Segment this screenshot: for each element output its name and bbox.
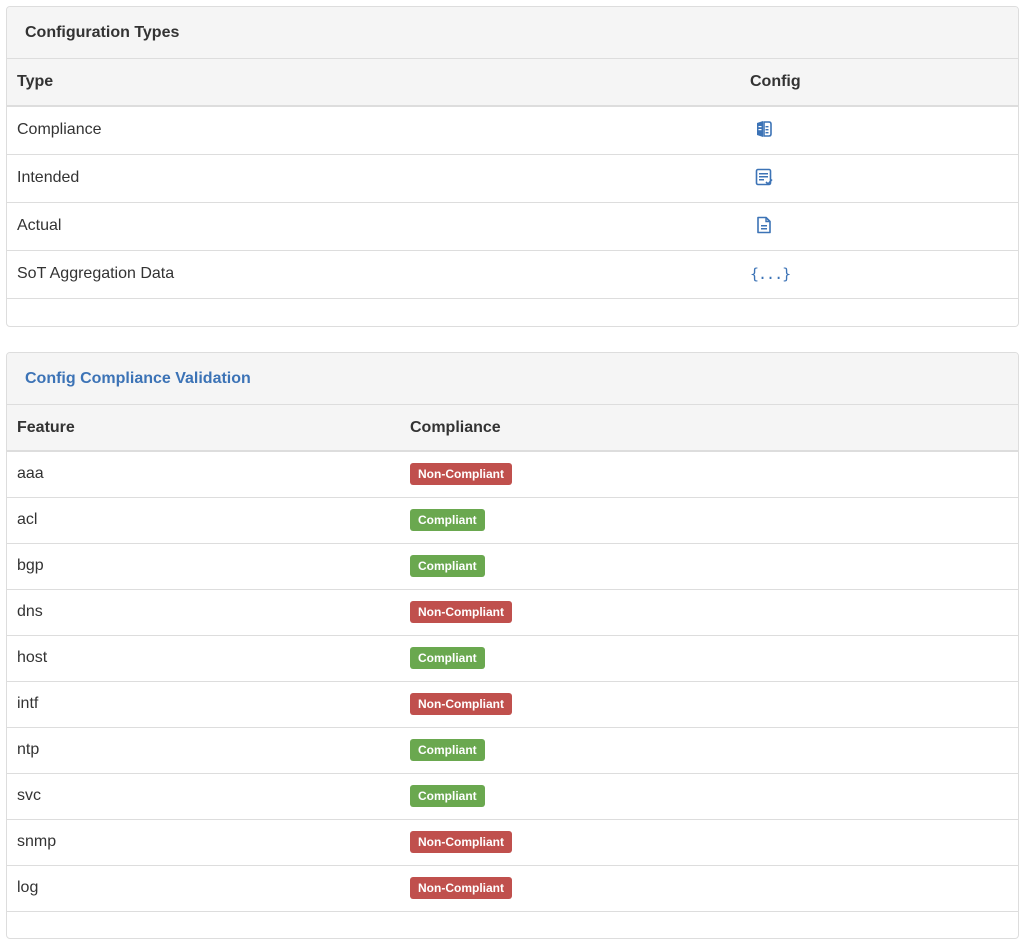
column-header-compliance: Compliance bbox=[400, 405, 1018, 452]
table-row: ntp Compliant bbox=[7, 726, 1018, 773]
feature-cell: log bbox=[7, 864, 400, 911]
compliance-status-badge: Non-Compliant bbox=[410, 463, 512, 486]
feature-cell: aaa bbox=[17, 465, 44, 483]
compliance-cell: Non-Compliant bbox=[400, 588, 1018, 635]
table-row: svc Compliant bbox=[7, 772, 1018, 819]
compliance-cell: Non-Compliant bbox=[400, 680, 1018, 727]
config-cell bbox=[740, 106, 1018, 154]
compliance-cell: Non-Compliant bbox=[400, 818, 1018, 865]
feature-cell: ntp bbox=[7, 726, 400, 773]
configuration-types-title: Configuration Types bbox=[7, 7, 1018, 59]
json-braces-icon[interactable]: {...} bbox=[750, 262, 791, 286]
config-cell bbox=[740, 201, 1018, 250]
compliance-status-badge: Non-Compliant bbox=[410, 831, 512, 853]
type-cell: SoT Aggregation Data bbox=[7, 249, 740, 298]
compliance-cell: Compliant bbox=[400, 542, 1018, 589]
feature-cell: bgp bbox=[7, 542, 400, 589]
table-header-row: Feature Compliance bbox=[7, 405, 1018, 452]
feature-cell: dns bbox=[7, 588, 400, 635]
configuration-types-panel: Configuration Types Type Config Complian… bbox=[6, 6, 1019, 327]
config-compliance-panel: Config Compliance Validation Feature Com… bbox=[6, 352, 1019, 939]
feature-cell: snmp bbox=[7, 818, 400, 865]
compliance-status-badge: Non-Compliant bbox=[410, 877, 512, 899]
compliance-status-badge: Compliant bbox=[410, 785, 485, 807]
compliance-cell: Compliant bbox=[400, 496, 1018, 543]
type-cell: Compliance bbox=[17, 121, 102, 139]
compliance-cell: Compliant bbox=[400, 634, 1018, 681]
column-header-feature: Feature bbox=[7, 405, 400, 452]
table-row: Compliance bbox=[7, 106, 1018, 154]
configuration-types-table: Type Config Compliance bbox=[7, 59, 1018, 299]
table-row: Intended bbox=[7, 153, 1018, 202]
compliance-status-badge: Compliant bbox=[410, 739, 485, 761]
table-row: log Non-Compliant bbox=[7, 864, 1018, 911]
feature-cell: acl bbox=[7, 496, 400, 543]
type-cell: Actual bbox=[7, 201, 740, 250]
table-header-row: Type Config bbox=[7, 59, 1018, 107]
column-header-type: Type bbox=[7, 59, 740, 107]
compliance-status-badge: Non-Compliant bbox=[410, 601, 512, 623]
compliance-cell: Non-Compliant bbox=[400, 864, 1018, 911]
intended-checklist-icon[interactable] bbox=[752, 165, 776, 189]
feature-cell: svc bbox=[7, 772, 400, 819]
compliance-status-badge: Compliant bbox=[410, 509, 485, 531]
compliance-cell: Non-Compliant bbox=[400, 451, 1018, 497]
table-row: SoT Aggregation Data {...} bbox=[7, 249, 1018, 298]
table-row: Actual bbox=[7, 201, 1018, 250]
feature-cell: intf bbox=[7, 680, 400, 727]
config-compliance-title-link[interactable]: Config Compliance Validation bbox=[7, 353, 1018, 405]
compliance-book-icon[interactable] bbox=[752, 117, 776, 141]
table-row: acl Compliant bbox=[7, 496, 1018, 543]
table-row: bgp Compliant bbox=[7, 542, 1018, 589]
column-header-config: Config bbox=[740, 59, 1018, 107]
config-cell: {...} bbox=[740, 249, 1018, 298]
table-row: snmp Non-Compliant bbox=[7, 818, 1018, 865]
table-row: dns Non-Compliant bbox=[7, 588, 1018, 635]
compliance-status-badge: Non-Compliant bbox=[410, 693, 512, 715]
json-braces-text: {...} bbox=[750, 265, 791, 283]
compliance-status-badge: Compliant bbox=[410, 555, 485, 577]
table-row: aaa Non-Compliant bbox=[7, 451, 1018, 497]
compliance-cell: Compliant bbox=[400, 772, 1018, 819]
compliance-cell: Compliant bbox=[400, 726, 1018, 773]
table-row: intf Non-Compliant bbox=[7, 680, 1018, 727]
compliance-status-badge: Compliant bbox=[410, 647, 485, 669]
actual-file-icon[interactable] bbox=[752, 213, 776, 237]
compliance-table: Feature Compliance aaa Non-Compliant acl Co… bbox=[7, 405, 1018, 912]
config-cell bbox=[740, 153, 1018, 202]
feature-cell: host bbox=[7, 634, 400, 681]
type-cell: Intended bbox=[7, 153, 740, 202]
compliance-table-body: aaa Non-Compliant acl Compliant bgp Compliant… bbox=[7, 451, 1018, 911]
table-row: host Compliant bbox=[7, 634, 1018, 681]
